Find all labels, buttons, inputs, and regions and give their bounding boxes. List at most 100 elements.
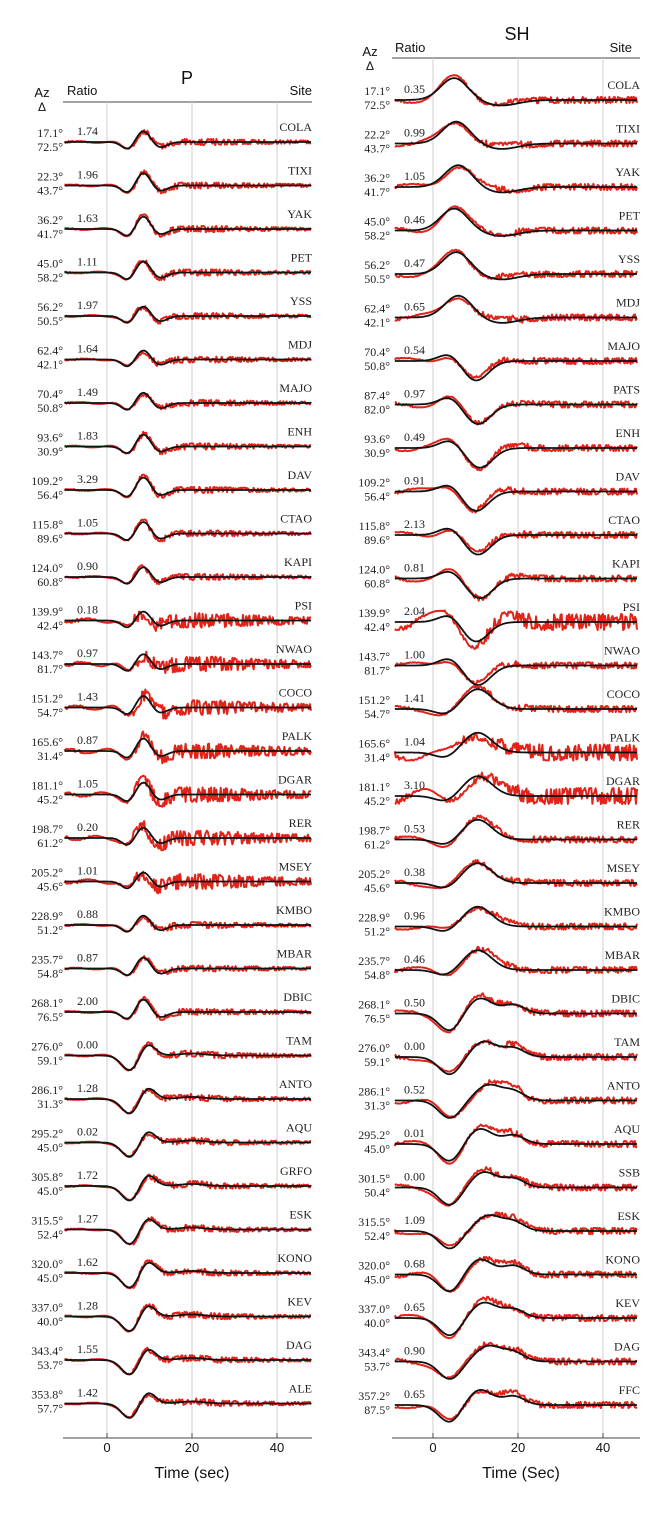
ratio-label: 0.99 bbox=[404, 126, 425, 140]
ratio-label: 2.13 bbox=[404, 517, 425, 531]
p-station-row-tam: 276.0°59.1° 0.00 TAM bbox=[31, 1034, 312, 1072]
distance-label: 45.0° bbox=[37, 1271, 63, 1285]
sh-station-row-psi: 139.9°42.4° 2.04 PSI bbox=[358, 600, 640, 650]
ratio-label: 1.11 bbox=[77, 255, 98, 269]
observed-trace bbox=[64, 430, 312, 456]
distance-label: 42.4° bbox=[37, 619, 63, 633]
synthetic-trace bbox=[64, 391, 311, 411]
azimuth-label: 320.0° bbox=[31, 1257, 63, 1271]
ratio-label: 1.04 bbox=[404, 735, 425, 749]
synthetic-trace bbox=[394, 397, 637, 425]
observed-trace bbox=[64, 915, 312, 933]
ratio-label: 0.87 bbox=[77, 733, 98, 747]
synthetic-trace bbox=[394, 570, 637, 599]
distance-label: 72.5° bbox=[37, 140, 63, 154]
ratio-label: 1.28 bbox=[77, 1081, 98, 1095]
p-station-row-kono: 320.0°45.0° 1.62 KONO bbox=[31, 1251, 312, 1290]
distance-label: 41.7° bbox=[364, 185, 390, 199]
azimuth-label: 235.7° bbox=[31, 953, 63, 967]
distance-label: 57.7° bbox=[37, 1402, 63, 1416]
azimuth-label: 36.2° bbox=[364, 171, 390, 185]
sh-station-row-aqu: 295.2°45.0° 0.01 AQU bbox=[358, 1122, 640, 1165]
ratio-label: 0.87 bbox=[77, 951, 98, 965]
azimuth-label: 115.8° bbox=[32, 518, 64, 532]
sh-site-header: Site bbox=[610, 40, 632, 55]
synthetic-trace bbox=[394, 251, 637, 281]
distance-label: 42.1° bbox=[364, 316, 390, 330]
synthetic-trace bbox=[394, 1301, 637, 1337]
observed-trace bbox=[394, 205, 638, 238]
sh-x-axis-label: Time (Sec) bbox=[482, 1465, 560, 1482]
ratio-label: 0.01 bbox=[404, 1126, 425, 1140]
azimuth-label: 62.4° bbox=[364, 302, 390, 316]
distance-label: 45.6° bbox=[37, 880, 63, 894]
azimuth-label: 124.0° bbox=[31, 561, 63, 575]
azimuth-label: 198.7° bbox=[358, 824, 390, 838]
p-station-row-msey: 205.2°45.6° 1.01 MSEY bbox=[31, 860, 312, 895]
synthetic-trace bbox=[64, 1305, 311, 1332]
site-label: RER bbox=[289, 816, 312, 830]
azimuth-label: 36.2° bbox=[37, 213, 63, 227]
distance-label: 87.5° bbox=[364, 1403, 390, 1417]
synthetic-trace bbox=[394, 120, 637, 150]
distance-label: 54.8° bbox=[364, 968, 390, 982]
synthetic-trace bbox=[394, 615, 637, 643]
ratio-label: 1.63 bbox=[77, 211, 98, 225]
distance-label: 54.8° bbox=[37, 967, 63, 981]
site-label: TAM bbox=[286, 1034, 312, 1048]
observed-trace bbox=[63, 610, 312, 632]
sh-station-row-dag: 343.4°53.7° 0.90 DAG bbox=[358, 1340, 640, 1380]
azimuth-label: 320.0° bbox=[358, 1259, 390, 1273]
distance-label: 45.0° bbox=[37, 1141, 63, 1155]
synthetic-trace bbox=[394, 484, 637, 512]
sh-station-row-majo: 70.4°50.8° 0.54 MAJO bbox=[364, 339, 640, 382]
p-station-row-coco: 151.2°54.7° 1.43 COCO bbox=[31, 686, 312, 720]
p-station-row-ctao: 115.8°89.6° 1.05 CTAO bbox=[32, 512, 313, 546]
p-station-row-nwao: 143.7°81.7° 0.97 NWAO bbox=[31, 642, 312, 676]
synthetic-trace bbox=[394, 1171, 637, 1206]
observed-trace bbox=[394, 1166, 638, 1207]
site-label: MBAR bbox=[277, 947, 312, 961]
sh-station-row-kapi: 124.0°60.8° 0.81 KAPI bbox=[358, 557, 640, 602]
ratio-label: 0.20 bbox=[77, 820, 98, 834]
distance-label: 50.8° bbox=[37, 401, 63, 415]
synthetic-trace bbox=[394, 207, 637, 237]
p-site-header: Site bbox=[290, 83, 312, 98]
synthetic-trace bbox=[394, 527, 637, 556]
synthetic-trace bbox=[64, 871, 311, 890]
observed-trace bbox=[394, 568, 638, 602]
sh-station-row-kmbo: 228.9°51.2° 0.96 KMBO bbox=[358, 905, 640, 939]
azimuth-label: 315.5° bbox=[358, 1215, 390, 1229]
p-station-row-majo: 70.4°50.8° 1.49 MAJO bbox=[37, 381, 312, 415]
distance-label: 31.3° bbox=[37, 1097, 63, 1111]
ratio-label: 0.81 bbox=[404, 561, 425, 575]
ratio-label: 0.97 bbox=[404, 387, 425, 401]
distance-label: 56.4° bbox=[37, 488, 63, 502]
azimuth-label: 22.2° bbox=[364, 128, 390, 142]
azimuth-label: 268.1° bbox=[358, 998, 390, 1012]
site-label: PALK bbox=[610, 731, 641, 745]
azimuth-label: 337.0° bbox=[31, 1301, 63, 1315]
azimuth-label: 276.0° bbox=[31, 1040, 63, 1054]
site-label: KMBO bbox=[604, 905, 640, 919]
synthetic-trace bbox=[394, 1389, 637, 1423]
azimuth-label: 45.0° bbox=[37, 257, 63, 271]
sh-wave-panel: SH Az Δ Ratio Site Time (Sec) 0 20 40 17.1°… bbox=[358, 24, 640, 1482]
sh-station-row-anto: 286.1°31.3° 0.52 ANTO bbox=[358, 1079, 640, 1119]
site-label: DBIC bbox=[611, 992, 640, 1006]
site-label: MAJO bbox=[607, 339, 640, 353]
ratio-label: 0.52 bbox=[404, 1083, 425, 1097]
observed-trace bbox=[394, 859, 638, 890]
site-label: PSI bbox=[295, 599, 312, 613]
sh-x-tick-label: 20 bbox=[511, 1440, 525, 1455]
azimuth-label: 17.1° bbox=[37, 126, 63, 140]
synthetic-trace bbox=[394, 440, 637, 469]
site-label: PET bbox=[291, 251, 313, 265]
ratio-label: 0.68 bbox=[404, 1257, 425, 1271]
site-label: FFC bbox=[619, 1383, 640, 1397]
ratio-label: 0.38 bbox=[404, 865, 425, 879]
observed-trace bbox=[394, 684, 638, 717]
ratio-label: 0.46 bbox=[404, 213, 425, 227]
p-station-row-palk: 165.6°31.4° 0.87 PALK bbox=[31, 729, 312, 765]
observed-trace bbox=[64, 1216, 312, 1246]
